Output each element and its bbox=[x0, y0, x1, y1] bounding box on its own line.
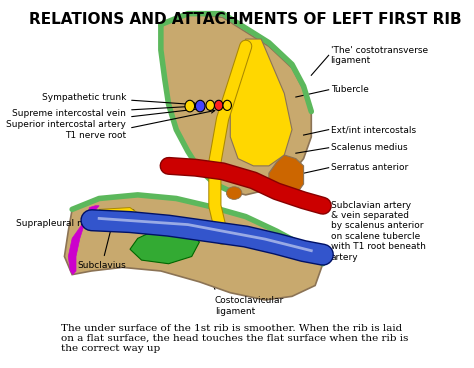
Text: Ext/int intercostals: Ext/int intercostals bbox=[330, 125, 416, 134]
Text: Supreme intercostal vein: Supreme intercostal vein bbox=[12, 105, 193, 118]
Text: T1 nerve root: T1 nerve root bbox=[65, 109, 215, 139]
Ellipse shape bbox=[227, 187, 242, 199]
Text: Sympathetic trunk: Sympathetic trunk bbox=[42, 92, 197, 106]
Ellipse shape bbox=[214, 100, 223, 110]
Polygon shape bbox=[64, 195, 323, 300]
Text: Subclavian artery
& vein separated
by scalenus anterior
on scalene tubercle
with: Subclavian artery & vein separated by sc… bbox=[330, 201, 426, 262]
Polygon shape bbox=[68, 206, 99, 275]
Ellipse shape bbox=[195, 100, 205, 112]
Polygon shape bbox=[161, 14, 311, 195]
Text: Tubercle: Tubercle bbox=[330, 85, 368, 94]
Text: 'The' costotransverse
ligament: 'The' costotransverse ligament bbox=[330, 46, 428, 65]
Polygon shape bbox=[269, 155, 303, 198]
Text: Scalenus medius: Scalenus medius bbox=[330, 143, 407, 152]
Polygon shape bbox=[130, 227, 200, 264]
Ellipse shape bbox=[185, 100, 195, 112]
Polygon shape bbox=[230, 39, 292, 166]
Ellipse shape bbox=[223, 100, 231, 110]
Text: Costoclavicular
ligament: Costoclavicular ligament bbox=[215, 296, 284, 316]
Text: Superior intercostal artery: Superior intercostal artery bbox=[6, 107, 203, 129]
Text: Suprapleural membrane: Suprapleural membrane bbox=[16, 209, 134, 229]
Text: The under surface of the 1st rib is smoother. When the rib is laid
on a flat sur: The under surface of the 1st rib is smoo… bbox=[61, 323, 408, 353]
Text: Subclavius: Subclavius bbox=[77, 219, 126, 270]
Text: RELATIONS AND ATTACHMENTS OF LEFT FIRST RIB: RELATIONS AND ATTACHMENTS OF LEFT FIRST … bbox=[29, 12, 462, 27]
Text: Serratus anterior: Serratus anterior bbox=[330, 163, 408, 172]
Ellipse shape bbox=[206, 100, 214, 110]
Polygon shape bbox=[99, 208, 138, 215]
